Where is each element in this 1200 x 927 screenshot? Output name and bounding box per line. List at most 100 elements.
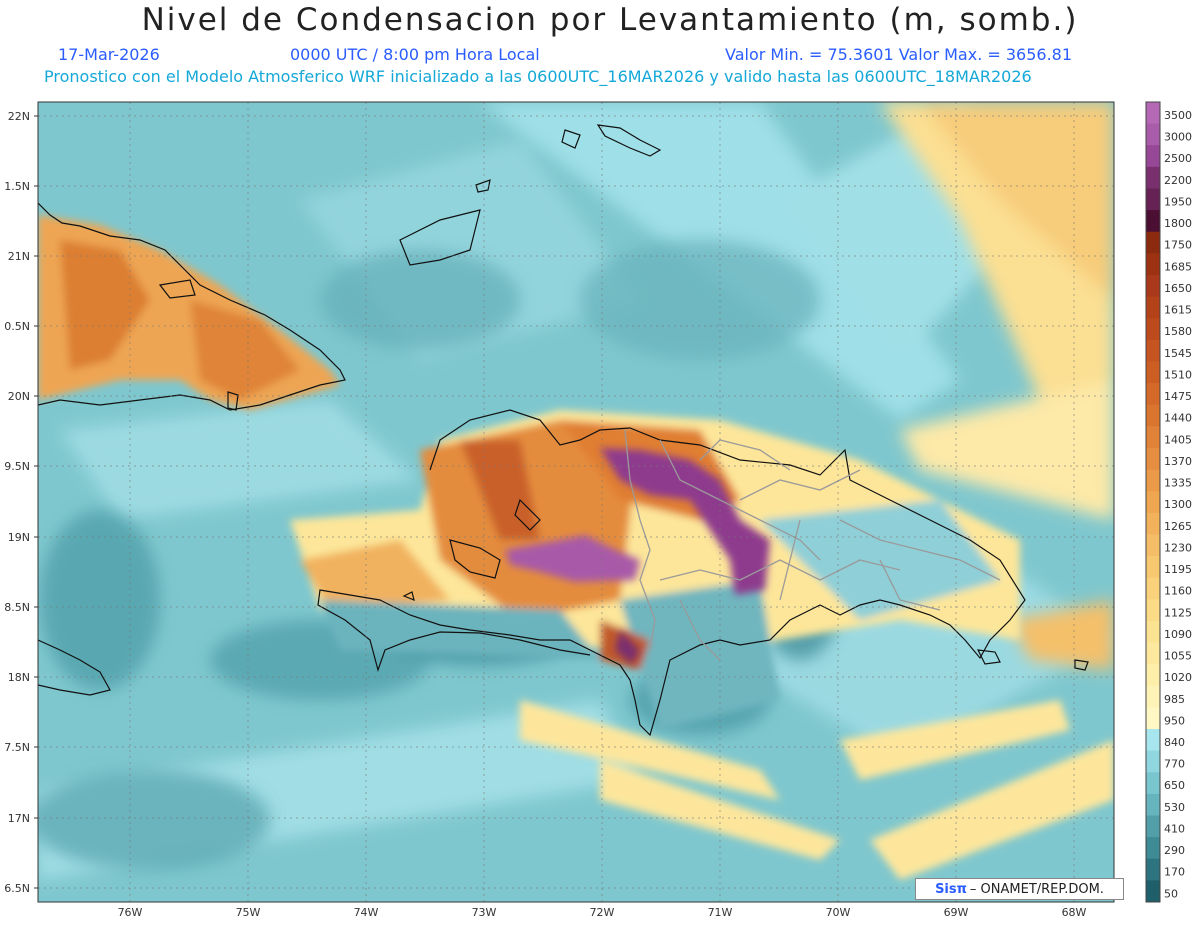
colorbar-frame [1145, 101, 1161, 903]
colorbar-label: 985 [1164, 693, 1185, 706]
lat-label: 17N [8, 812, 30, 825]
credit-box: Sisπ – ONAMET/REP.DOM. [915, 878, 1124, 900]
lat-label: 18N [8, 671, 30, 684]
colorbar-swatch [1146, 577, 1160, 600]
colorbar-label: 1580 [1164, 325, 1192, 338]
colorbar-label: 1370 [1164, 455, 1192, 468]
colorbar-swatch [1146, 318, 1160, 341]
colorbar-label: 840 [1164, 736, 1185, 749]
colorbar-label: 1615 [1164, 304, 1192, 317]
forecast-date: 17-Mar-2026 [58, 45, 160, 64]
colorbar-label: 1335 [1164, 477, 1192, 490]
colorbar-swatch [1146, 210, 1160, 233]
coastlines [38, 124, 1089, 737]
colorbar-swatch [1146, 383, 1160, 406]
colorbar-label: 530 [1164, 801, 1185, 814]
plot-frame [37, 101, 1115, 903]
model-info: Pronostico con el Modelo Atmosferico WRF… [44, 67, 1032, 86]
southern-streaks [520, 700, 1114, 880]
colorbar-swatch [1146, 815, 1160, 838]
colorbar-swatch [1146, 469, 1160, 492]
colorbar-label: 1055 [1164, 650, 1192, 663]
latitude-labels: 22N 1.5N 21N 0.5N 20N 9.5N 19N 8.5N 18N … [4, 110, 30, 895]
lon-label: 72W [590, 906, 615, 919]
lon-label: 70W [826, 906, 851, 919]
lon-label: 75W [236, 906, 261, 919]
lat-label: 8.5N [4, 601, 30, 614]
high-lcl-purple [505, 448, 770, 665]
colorbar-swatch [1146, 858, 1160, 881]
lat-ticks [34, 115, 38, 889]
lon-label: 69W [944, 906, 969, 919]
lat-label: 9.5N [4, 460, 30, 473]
colorbar-label: 170 [1164, 866, 1185, 879]
colorbar-swatch [1146, 404, 1160, 427]
colorbar-swatch [1146, 253, 1160, 276]
lon-label: 76W [118, 906, 143, 919]
colorbar-label: 3500 [1164, 109, 1192, 122]
colorbar-label: 1475 [1164, 390, 1192, 403]
lon-label: 73W [472, 906, 497, 919]
colorbar-label: 1230 [1164, 541, 1192, 554]
colorbar-label: 1300 [1164, 498, 1192, 511]
colorbar-swatch [1146, 599, 1160, 622]
lon-label: 71W [708, 906, 733, 919]
colorbar-label: 1685 [1164, 260, 1192, 273]
credit-text: – ONAMET/REP.DOM. [969, 881, 1104, 897]
province-borders [624, 429, 1001, 661]
colorbar-swatch [1146, 145, 1160, 168]
lat-label: 1.5N [4, 180, 30, 193]
colorbar-label: 770 [1164, 758, 1185, 771]
colorbar-swatch [1146, 534, 1160, 557]
colorbar-swatch [1146, 620, 1160, 644]
lat-label: 7.5N [4, 741, 30, 754]
colorbar-swatch [1146, 750, 1160, 773]
colorbar-label: 1090 [1164, 628, 1192, 641]
colorbar-label: 1160 [1164, 585, 1192, 598]
colorbar-swatch [1146, 512, 1160, 535]
min-max-values: Valor Min. = 75.3601 Valor Max. = 3656.8… [725, 45, 1073, 64]
lon-label: 74W [354, 906, 379, 919]
graticule [38, 102, 1114, 902]
lat-label: 6.5N [4, 882, 30, 895]
colorbar-label: 1125 [1164, 606, 1192, 619]
colorbar-label: 1510 [1164, 368, 1192, 381]
colorbar-swatch [1146, 491, 1160, 514]
colorbar-label: 1950 [1164, 195, 1192, 208]
colorbar-label: 2500 [1164, 152, 1192, 165]
colorbar-swatch [1146, 166, 1160, 189]
map-plot-area [38, 102, 1114, 902]
colorbar-label: 50 [1164, 887, 1178, 900]
longitude-labels: 76W 75W 74W 73W 72W 71W 70W 69W 68W [118, 906, 1087, 919]
colorbar-label: 1265 [1164, 520, 1192, 533]
colorbar-swatch [1146, 556, 1160, 579]
colorbar-swatch [1146, 729, 1160, 752]
colorbar-label: 2200 [1164, 174, 1192, 187]
colorbar-label: 1440 [1164, 412, 1192, 425]
colorbar-swatch [1146, 339, 1160, 362]
colorbar-swatch [1146, 837, 1160, 860]
colorbar-swatch [1146, 426, 1160, 449]
colorbar-label: 650 [1164, 779, 1185, 792]
lat-label: 22N [8, 110, 30, 123]
colorbar-label: 1650 [1164, 282, 1192, 295]
colorbar-swatch [1146, 685, 1160, 708]
colorbar-swatch [1146, 361, 1160, 384]
hispaniola-field [290, 410, 1020, 730]
colorbar-swatch [1146, 880, 1160, 903]
colorbar-swatch [1146, 447, 1160, 471]
credit-brand: Sisπ [935, 881, 967, 897]
colorbar-swatch [1146, 274, 1160, 298]
lat-label: 0.5N [4, 320, 30, 333]
colorbar-swatch [1146, 642, 1160, 665]
colorbar-label: 3000 [1164, 131, 1192, 144]
colorbar-swatch [1146, 793, 1160, 817]
colorbar-label: 1020 [1164, 671, 1192, 684]
forecast-time: 0000 UTC / 8:00 pm Hora Local [290, 45, 540, 64]
colorbar-label: 1800 [1164, 217, 1192, 230]
colorbar-label: 1195 [1164, 563, 1192, 576]
colorbar-swatch [1146, 102, 1160, 125]
colorbar-swatch [1146, 772, 1160, 795]
lat-label: 20N [8, 390, 30, 403]
colorbar: 3500 3000 2500 2200 1950 1800 1750 1685 1650 1615… [1145, 101, 1192, 903]
